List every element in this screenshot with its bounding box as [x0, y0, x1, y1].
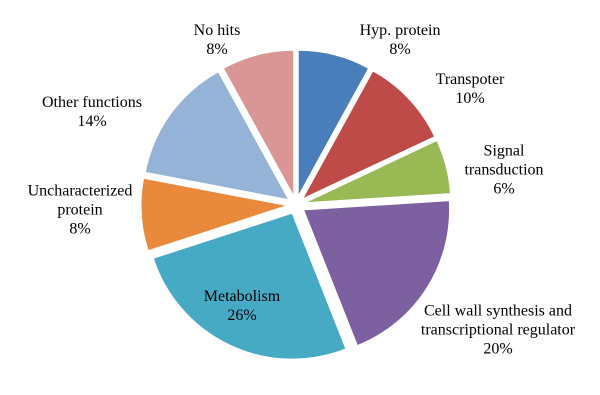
pie-slice — [152, 212, 347, 360]
pie-slice — [301, 70, 436, 200]
pie-slice — [304, 139, 451, 204]
category-name: No hits — [193, 22, 241, 39]
slice-label: Metabolism 26% — [182, 287, 302, 325]
category-name: Hyp. protein — [359, 22, 441, 39]
pie-slice — [297, 49, 370, 197]
category-name: Other functions — [42, 94, 142, 111]
value-label: 10% — [455, 90, 485, 107]
pie-slice — [222, 49, 295, 197]
value-label: 26% — [227, 307, 257, 324]
slice-label: No hits 8% — [172, 21, 262, 59]
pie-slice — [140, 177, 288, 252]
category-name: Cell wall synthesis and transcriptional … — [420, 302, 576, 339]
slice-label: Cell wall synthesis and transcriptional … — [408, 302, 588, 359]
category-name: Signal transduction — [464, 142, 544, 179]
value-label: 20% — [483, 340, 513, 358]
value-label: 8% — [206, 41, 228, 58]
category-name: Uncharacterized protein — [27, 182, 133, 219]
slice-label: Transpoter 10% — [420, 70, 520, 108]
category-name: Metabolism — [203, 288, 281, 305]
value-label: 8% — [69, 220, 91, 238]
category-name: Transpoter — [435, 71, 505, 88]
value-label: 8% — [389, 41, 411, 58]
slice-label: Signal transduction 6% — [449, 142, 559, 199]
slice-label: Other functions 14% — [22, 93, 162, 131]
pie-slice — [144, 71, 290, 201]
slice-label: Uncharacterized protein 8% — [5, 182, 155, 239]
value-label: 14% — [77, 113, 107, 130]
slice-label: Hyp. protein 8% — [340, 21, 460, 59]
pie-slice — [302, 200, 451, 347]
value-label: 6% — [493, 180, 515, 198]
